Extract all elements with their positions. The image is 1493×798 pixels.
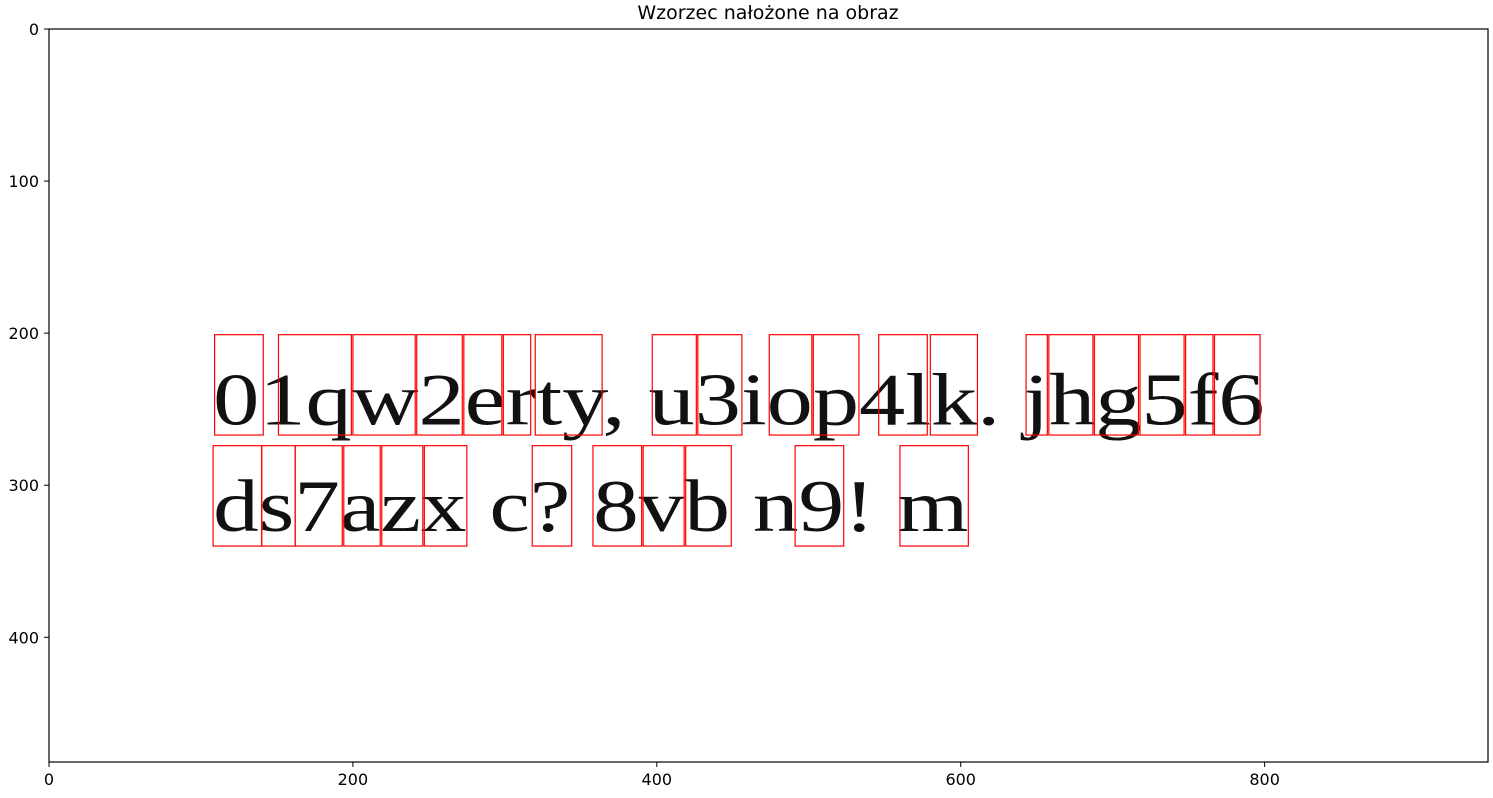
char-box: [1025, 334, 1048, 436]
char-box: [1093, 334, 1140, 436]
image-text-line: ds7azx c? 8vb n9! m: [213, 466, 968, 548]
char-box: [423, 445, 468, 547]
y-tick-label: 0: [29, 20, 39, 39]
char-box: [352, 334, 416, 436]
image-text-line: 01qw2erty, u3iop4lk. jhg5f6: [213, 359, 1265, 441]
char-box: [685, 445, 732, 547]
bounding-boxes: [212, 334, 1261, 547]
char-box: [651, 334, 697, 436]
char-box: [794, 445, 845, 547]
char-box: [642, 445, 685, 547]
char-box: [343, 445, 381, 547]
y-tick-label: 200: [8, 324, 39, 343]
y-tick-label: 400: [8, 628, 39, 647]
x-axis: 0 200 400 600 800: [44, 762, 1280, 789]
y-axis: 0 100 200 300 400: [8, 20, 49, 647]
chart-title: Wzorzec nałożone na obraz: [637, 2, 898, 24]
char-box: [1213, 334, 1261, 436]
char-box: [697, 334, 743, 436]
y-tick-label: 100: [8, 172, 39, 191]
x-tick-label: 200: [338, 770, 369, 789]
x-tick-label: 0: [44, 770, 54, 789]
char-box: [768, 334, 813, 436]
y-tick-label: 300: [8, 476, 39, 495]
x-tick-label: 400: [642, 770, 673, 789]
char-box: [277, 334, 352, 436]
axes-frame: [48, 28, 1489, 763]
image-text-layer: 01qw2erty, u3iop4lk. jhg5f6 ds7azx c? 8vb…: [213, 359, 1265, 547]
char-box: [531, 445, 573, 547]
char-box: [899, 445, 969, 547]
char-box: [534, 334, 603, 436]
x-tick-label: 600: [945, 770, 976, 789]
char-box: [1185, 334, 1214, 436]
char-box: [878, 334, 928, 436]
char-box: [294, 445, 343, 547]
char-box: [381, 445, 424, 547]
char-box: [214, 334, 264, 436]
x-tick-label: 800: [1249, 770, 1280, 789]
char-box: [463, 334, 503, 436]
char-box: [812, 334, 860, 436]
char-box: [1048, 334, 1094, 436]
plot-area: [49, 29, 1488, 762]
char-box: [1139, 334, 1185, 436]
char-box: [502, 334, 532, 436]
char-box: [592, 445, 643, 547]
char-box: [929, 334, 979, 436]
char-box: [416, 334, 463, 436]
